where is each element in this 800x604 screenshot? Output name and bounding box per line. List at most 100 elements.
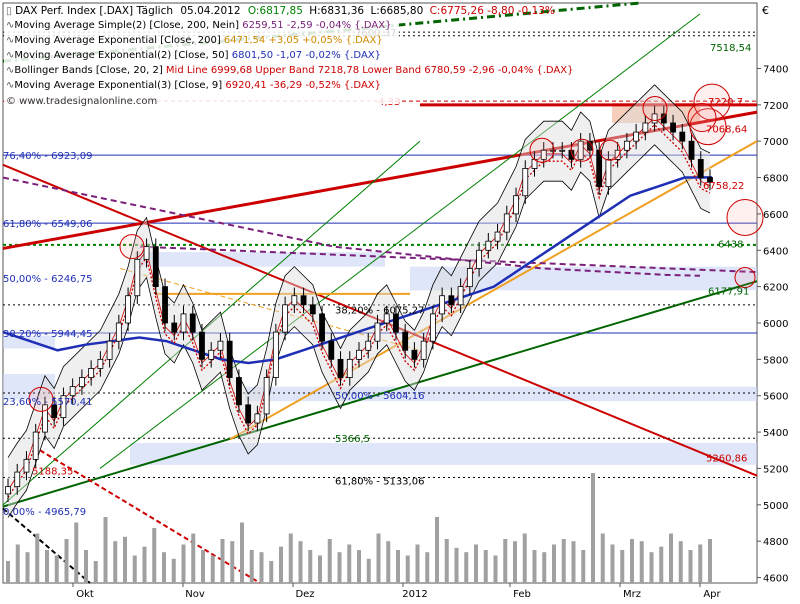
price-level-label: 6758,22: [703, 181, 744, 192]
candle-body: [596, 149, 603, 188]
volume-bar: [542, 552, 547, 583]
volume-bar: [210, 555, 215, 583]
volume-bar: [503, 539, 508, 583]
indicator-name: Bollinger Bands [Close, 20, 2]: [14, 65, 166, 76]
candle-body: [5, 486, 11, 495]
candle-body: [337, 358, 344, 378]
candle-body: [356, 349, 362, 360]
candle-body: [152, 246, 159, 288]
bollinger-lower: [7, 144, 711, 518]
volume-bar: [201, 550, 205, 583]
volume-bar: [415, 544, 420, 583]
candle-body: [393, 313, 399, 333]
candle-body: [642, 122, 649, 133]
volume-bar: [454, 547, 459, 583]
chart-header: ▯ DAX Perf. Index [.DAX] Täglich 05.04.2…: [4, 4, 574, 107]
trend-line: [2, 110, 758, 250]
y-tick-label: 6600: [763, 210, 788, 221]
volume-bar: [269, 561, 274, 583]
candle-body: [291, 295, 298, 306]
x-tick-label: Okt: [76, 589, 94, 600]
indicator-value: 6471,54 +3,05 +0,05% {.DAX}: [224, 35, 383, 46]
candle-body: [236, 377, 242, 406]
volume-bar: [532, 550, 537, 583]
indicator-legend: ∿Moving Average Simple(2) [Close, 200, N…: [6, 20, 574, 91]
moving-average-line: [2, 176, 701, 277]
price-level-label: 5188,35: [32, 467, 73, 478]
candle-body: [272, 331, 279, 378]
trend-line: [229, 140, 758, 441]
volume-bar: [152, 528, 157, 583]
candle-body: [199, 331, 205, 360]
indicator-name: Moving Average Exponential(3) [Close, 9]: [14, 80, 225, 91]
price-zone: [130, 443, 757, 465]
volume-bar: [220, 539, 225, 583]
volume-bar: [698, 544, 703, 583]
volume-bar: [249, 550, 254, 583]
candle-body: [522, 168, 529, 197]
candle-body: [411, 349, 418, 360]
price-level-label: 5366,5: [335, 434, 370, 445]
volume-bar: [435, 517, 439, 583]
x-tick-label: Dez: [295, 589, 314, 600]
candle-body: [623, 140, 630, 151]
x-tick-label: Feb: [513, 589, 531, 600]
candle-body: [697, 158, 704, 178]
header-title: ▯ DAX Perf. Index [.DAX] Täglich 05.04.2…: [6, 5, 555, 17]
candle-body: [282, 304, 289, 333]
candle-body: [503, 213, 510, 233]
candle-body: [494, 231, 501, 242]
candle-body: [162, 286, 168, 324]
indicator-value: 6259,51 -2,59 -0,04% {.DAX}: [242, 20, 391, 31]
volume-bar: [191, 533, 196, 583]
volume-bar: [279, 546, 283, 583]
price-level-label: 7068,64: [706, 125, 747, 136]
y-tick-label: 5200: [763, 464, 788, 475]
volume-bar: [259, 552, 264, 583]
volume-bar: [591, 473, 595, 583]
indicator-wave-icon: ∿: [6, 20, 14, 31]
candle-body: [106, 340, 113, 360]
candle-body: [466, 268, 473, 288]
annotation-circle: [693, 83, 731, 121]
candle-body: [78, 377, 85, 388]
candle-body: [309, 304, 316, 315]
indicator-name: Moving Average Exponential(2) [Close, 50…: [14, 50, 231, 61]
candle-body: [189, 313, 196, 333]
header-name: DAX Perf. Index [.DAX] Täglich: [15, 5, 173, 17]
volume-bar: [288, 533, 293, 583]
volume-bar: [337, 552, 342, 583]
volume-bar: [669, 533, 673, 583]
volume-bar: [171, 558, 176, 583]
volume-bar: [561, 539, 566, 583]
header-icon: ▯: [6, 5, 15, 17]
volume-bar: [64, 539, 69, 583]
volume-bar: [240, 522, 244, 583]
volume-bar: [630, 539, 634, 583]
candle-body: [614, 149, 621, 160]
candle-body: [633, 131, 640, 142]
fibonacci-label: 61,80% - 6549,06: [3, 219, 92, 230]
candle-body: [97, 358, 104, 369]
volume-bar: [123, 536, 127, 583]
annotation-circle: [687, 103, 717, 133]
volume-bar: [162, 552, 166, 583]
candle-body: [217, 340, 224, 351]
header-high: H:6831,36: [309, 5, 364, 17]
candle-body: [374, 322, 381, 342]
copyright: © www.tradesignalonline.com: [6, 96, 157, 107]
indicator-wave-icon: ∿: [6, 65, 14, 76]
volume-bar: [132, 555, 137, 583]
candle-body: [245, 404, 252, 424]
y-tick-label: 6000: [763, 319, 788, 330]
annotation-circle: [119, 234, 145, 260]
header-date: 05.04.2012: [180, 5, 240, 17]
trend-line: [99, 13, 701, 469]
volume-bar: [522, 533, 527, 583]
candle-body: [254, 413, 261, 424]
annotation-circle: [734, 267, 756, 289]
volume-bar: [113, 541, 118, 583]
candle-body: [69, 386, 76, 397]
y-tick-label: 5400: [763, 428, 788, 439]
